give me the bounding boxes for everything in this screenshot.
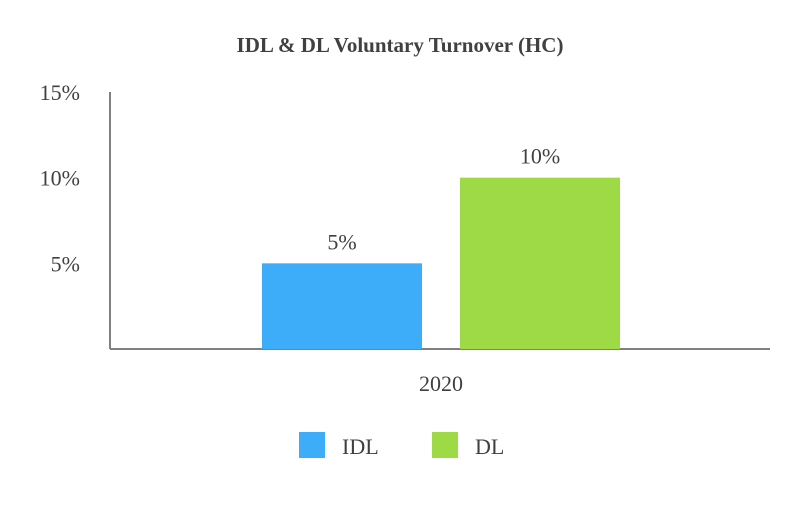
y-tick-label: 10% [40,166,80,191]
legend-label-dl: DL [475,434,504,459]
data-label-idl: 5% [327,229,356,254]
legend-swatch-dl [432,432,458,458]
chart-title: IDL & DL Voluntary Turnover (HC) [237,33,564,57]
y-axis-ticks: 5% 10% 15% [40,80,80,276]
bars-group [262,177,620,349]
legend-label-idl: IDL [342,434,379,459]
x-category-label: 2020 [419,371,463,396]
bar-dl [460,177,620,349]
legend-swatch-idl [299,432,325,458]
data-label-dl: 10% [520,144,560,169]
data-labels-group: 5% 10% [327,144,560,255]
bar-idl [262,263,422,349]
y-tick-label: 15% [40,80,80,105]
legend: IDL DL [299,432,504,459]
y-tick-label: 5% [51,251,80,276]
